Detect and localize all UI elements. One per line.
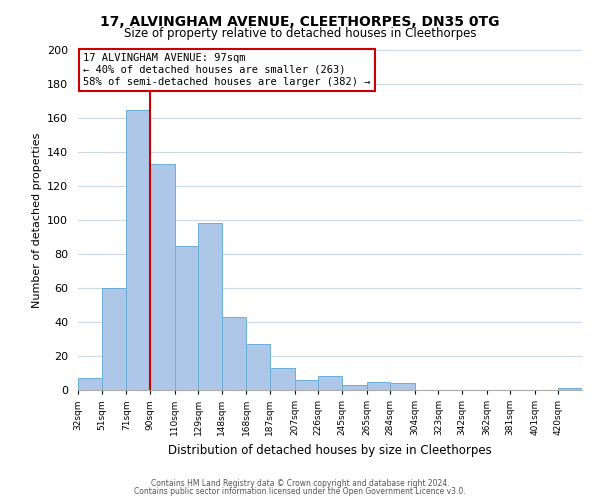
Text: Contains public sector information licensed under the Open Government Licence v3: Contains public sector information licen…: [134, 487, 466, 496]
Bar: [295, 380, 318, 390]
Bar: [221, 317, 247, 390]
Bar: [175, 246, 198, 390]
Bar: [78, 378, 101, 390]
Bar: [126, 110, 150, 390]
Bar: [318, 376, 342, 390]
Bar: [342, 385, 367, 390]
Bar: [559, 388, 582, 390]
Text: 17, ALVINGHAM AVENUE, CLEETHORPES, DN35 0TG: 17, ALVINGHAM AVENUE, CLEETHORPES, DN35 …: [100, 15, 500, 29]
Bar: [101, 288, 126, 390]
Text: 17 ALVINGHAM AVENUE: 97sqm
← 40% of detached houses are smaller (263)
58% of sem: 17 ALVINGHAM AVENUE: 97sqm ← 40% of deta…: [83, 54, 371, 86]
Bar: [390, 383, 415, 390]
Text: Size of property relative to detached houses in Cleethorpes: Size of property relative to detached ho…: [124, 28, 476, 40]
Bar: [367, 382, 390, 390]
Bar: [198, 224, 221, 390]
Bar: [270, 368, 295, 390]
Text: Contains HM Land Registry data © Crown copyright and database right 2024.: Contains HM Land Registry data © Crown c…: [151, 478, 449, 488]
X-axis label: Distribution of detached houses by size in Cleethorpes: Distribution of detached houses by size …: [168, 444, 492, 456]
Y-axis label: Number of detached properties: Number of detached properties: [32, 132, 41, 308]
Bar: [150, 164, 175, 390]
Bar: [247, 344, 270, 390]
